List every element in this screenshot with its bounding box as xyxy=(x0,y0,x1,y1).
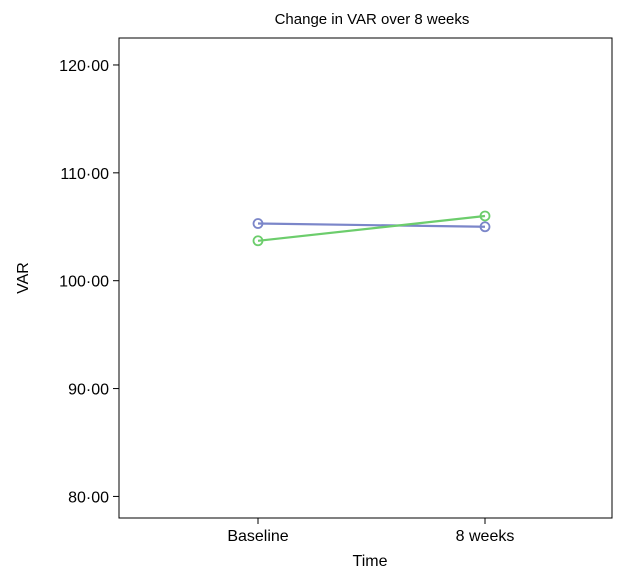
series-2-point xyxy=(479,210,491,222)
series-1-point xyxy=(252,218,264,229)
chart-title: Change in VAR over 8 weeks xyxy=(275,11,470,28)
x-axis: Baseline 8 weeks xyxy=(227,518,514,545)
y-tick-label: 100·00 xyxy=(59,274,109,291)
y-tick-label: 90·00 xyxy=(68,382,109,399)
series-2-point xyxy=(252,235,264,247)
series-2-line xyxy=(257,214,486,242)
series-1-point xyxy=(479,221,491,233)
x-tick-label: 8 weeks xyxy=(456,528,515,545)
series-layer xyxy=(252,210,491,247)
y-tick-label: 120·00 xyxy=(59,58,109,75)
x-axis-label: Time xyxy=(353,553,388,569)
y-axis-label: VAR xyxy=(15,262,32,294)
y-tick-label: 110·00 xyxy=(60,166,109,183)
x-tick-label: Baseline xyxy=(227,528,288,545)
y-axis: 80·00 90·00 100·00 110·00 120·00 xyxy=(59,58,119,506)
y-tick-label: 80·00 xyxy=(68,489,109,506)
plot-area xyxy=(118,37,613,519)
series-1-line xyxy=(257,222,486,228)
